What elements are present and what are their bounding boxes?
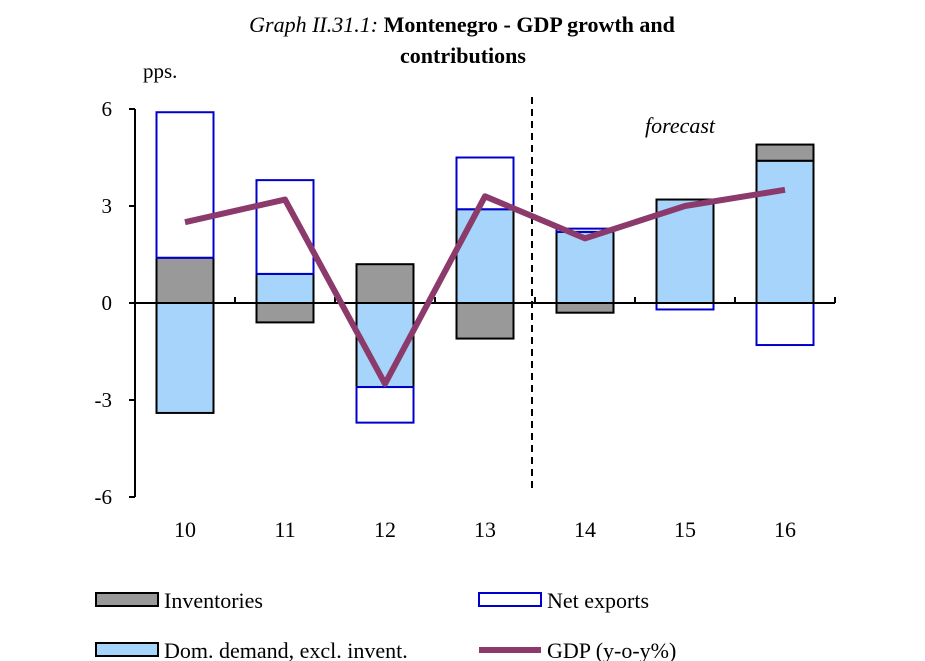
x-tick-label: 10 <box>174 517 196 542</box>
bar-net-exports-10 <box>155 111 215 259</box>
bar-dom-demand-excl-invent-13 <box>455 208 515 305</box>
y-axis-label: pps. <box>143 59 177 83</box>
bar-dom-demand-excl-invent-10 <box>155 302 215 414</box>
bar-dom-demand-excl-invent-14 <box>555 230 615 304</box>
x-tick-label: 12 <box>374 517 396 542</box>
bar-inventories-14 <box>555 302 615 314</box>
forecast-label: forecast <box>645 113 716 138</box>
plot-area: 6 3 0 -3 -6 10 11 12 13 14 15 16 forecast <box>95 97 836 542</box>
y-tick-label: -6 <box>95 485 113 509</box>
y-tick-label: -3 <box>95 388 113 412</box>
chart-title-prefix: Graph II.31.1: <box>249 12 378 37</box>
bar-dom-demand-excl-invent-15 <box>655 198 715 305</box>
bar-inventories-16 <box>755 143 815 162</box>
bar-net-exports-11 <box>255 179 315 275</box>
bar-net-exports-16 <box>755 302 815 347</box>
x-tick-label: 13 <box>474 517 496 542</box>
x-tick-label: 15 <box>674 517 696 542</box>
y-tick-label: 0 <box>102 291 113 315</box>
x-tick-label: 11 <box>274 517 295 542</box>
x-tick-label: 14 <box>574 517 596 542</box>
bar-dom-demand-excl-invent-11 <box>255 272 315 304</box>
bar-net-exports-12 <box>355 386 415 424</box>
legend-label-gdp-y-o-y: GDP (y-o-y%) <box>547 638 676 661</box>
legend-label-dom-demand-excl-invent: Dom. demand, excl. invent. <box>164 638 408 661</box>
bar-dom-demand-excl-invent-16 <box>755 159 815 304</box>
bar-inventories-12 <box>355 263 415 305</box>
legend-label-inventories: Inventories <box>164 588 263 613</box>
y-tick-label: 3 <box>102 194 113 218</box>
y-tick-label: 6 <box>102 97 113 121</box>
bar-inventories-13 <box>455 302 515 340</box>
bar-inventories-10 <box>155 256 215 305</box>
legend-swatch-inventories <box>95 592 159 607</box>
legend: Inventories Net exports Dom. demand, excl.… <box>95 588 676 661</box>
legend-swatch-dom-demand-excl-invent <box>95 642 159 657</box>
chart-title-line1: Graph II.31.1: Montenegro - GDP growth a… <box>249 12 675 37</box>
legend-label-net-exports: Net exports <box>547 588 649 613</box>
x-tick-label: 16 <box>774 517 796 542</box>
chart-title-line2: contributions <box>400 43 526 68</box>
chart-title-main: Montenegro - GDP growth and <box>384 12 675 37</box>
legend-swatch-net-exports <box>478 592 542 607</box>
bar-inventories-11 <box>255 302 315 324</box>
